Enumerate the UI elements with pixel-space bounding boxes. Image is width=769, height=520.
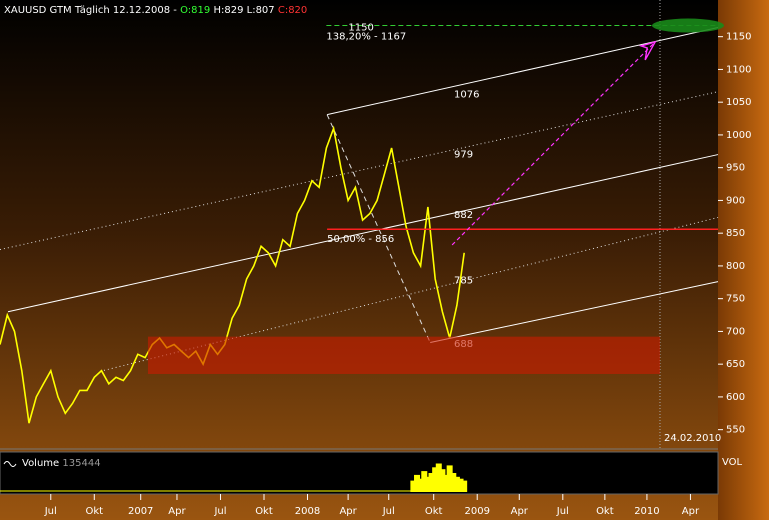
- y-tick-label: 1000: [726, 130, 751, 141]
- x-tick-label: 2010: [634, 506, 659, 517]
- x-tick-label: Jul: [213, 506, 226, 517]
- x-tick-label: 2007: [128, 506, 153, 517]
- price-line: [0, 125, 465, 424]
- y-tick-label: 550: [726, 425, 745, 436]
- y-tick-label: 1150: [726, 32, 751, 43]
- volume-bar: [414, 474, 421, 492]
- x-tick-label: Okt: [85, 506, 103, 517]
- x-tick-label: Apr: [339, 506, 357, 517]
- channel-line: [326, 114, 431, 343]
- y-tick-label: 750: [726, 294, 745, 305]
- y-tick-label: 600: [726, 392, 745, 403]
- high: H:829: [213, 5, 243, 16]
- volume-bar: [428, 473, 435, 492]
- channel-label: 979: [454, 150, 473, 161]
- open: O:819: [180, 5, 210, 16]
- y-tick-label: 950: [726, 163, 745, 174]
- channel-line: [7, 154, 719, 313]
- target-mark-label: 1150: [348, 23, 373, 34]
- x-tick-label: Jul: [44, 506, 57, 517]
- volume-label: Volume 135444: [22, 458, 101, 469]
- volume-name: Volume: [22, 458, 59, 469]
- x-tick-label: Apr: [511, 506, 529, 517]
- target-ellipse: [652, 18, 724, 33]
- x-tick-label: Apr: [682, 506, 700, 517]
- x-tick-label: 2009: [464, 506, 489, 517]
- axis-background: [718, 0, 769, 520]
- volume-icon: [3, 461, 17, 467]
- support-zone: [147, 336, 660, 374]
- target-arrow: [451, 41, 656, 246]
- date: 12.12.2008 -: [113, 5, 177, 16]
- volume-bar: [432, 467, 439, 492]
- volume-bar: [453, 476, 460, 492]
- volume-bar: [421, 471, 428, 492]
- channel-line: [0, 91, 719, 251]
- volume-axis-label: VOL: [722, 457, 743, 468]
- x-tick-label: Okt: [255, 506, 273, 517]
- volume-bar: [443, 474, 450, 492]
- channel-label: 785: [454, 275, 473, 286]
- volume-bar: [439, 469, 446, 492]
- x-tick-label: 2008: [295, 506, 320, 517]
- volume-bar: [461, 480, 468, 492]
- target-label: 138,20% - 1167: [326, 32, 406, 43]
- x-tick-label: Jul: [556, 506, 569, 517]
- low: L:807: [247, 5, 275, 16]
- y-tick-label: 700: [726, 326, 745, 337]
- x-tick-label: Okt: [425, 506, 443, 517]
- volume-bar: [435, 463, 442, 492]
- close: C:820: [278, 5, 307, 16]
- y-tick-label: 850: [726, 228, 745, 239]
- volume-panel: [0, 451, 719, 495]
- x-tick-label: Okt: [596, 506, 614, 517]
- symbol: XAUUSD GTM Täglich: [4, 5, 110, 16]
- channel-label: 882: [454, 210, 473, 221]
- volume-bar: [446, 465, 453, 492]
- header: XAUUSD GTM Täglich 12.12.2008 - O:819 H:…: [4, 5, 307, 16]
- volume-bar: [410, 480, 417, 492]
- y-tick-label: 1100: [726, 64, 751, 75]
- y-tick-label: 800: [726, 261, 745, 272]
- fib-label: 50,00% - 856: [327, 234, 394, 245]
- x-tick-label: Jul: [382, 506, 395, 517]
- volume-bar: [417, 478, 424, 492]
- volume-bar: [424, 476, 431, 492]
- volume-value: 135444: [62, 458, 100, 469]
- y-tick-label: 650: [726, 359, 745, 370]
- channel-label: 1076: [454, 89, 479, 100]
- y-tick-label: 900: [726, 195, 745, 206]
- date-label: 24.02.2010: [664, 433, 721, 444]
- y-tick-label: 1050: [726, 97, 751, 108]
- channel-line: [430, 281, 719, 344]
- arrow-head: [638, 40, 657, 61]
- volume-bar: [457, 478, 464, 492]
- volume-bar: [450, 473, 457, 492]
- x-tick-label: Apr: [168, 506, 186, 517]
